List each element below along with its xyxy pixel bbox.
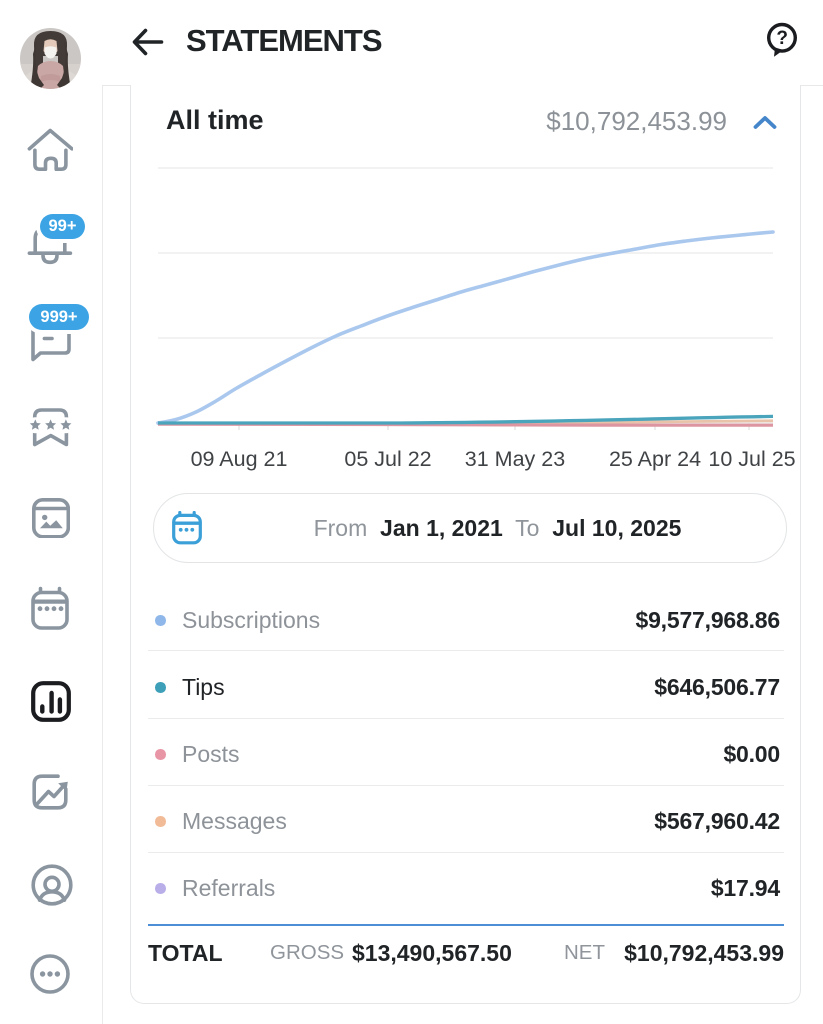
svg-text:?: ? — [776, 28, 788, 49]
